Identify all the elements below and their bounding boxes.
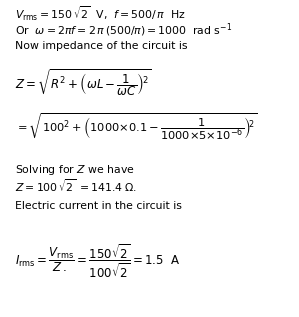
Text: $Z = \sqrt{R^{2} + \left(\omega L - \dfrac{1}{\omega C}\right)^{\!2}}$: $Z = \sqrt{R^{2} + \left(\omega L - \dfr… [15,67,151,98]
Text: $Z = 100\,\sqrt{2}\; = 141.4\;\Omega$.: $Z = 100\,\sqrt{2}\; = 141.4\;\Omega$. [15,177,137,194]
Text: Electric current in the circuit is: Electric current in the circuit is [15,201,182,211]
Text: $= \sqrt{100^{2} + \left(1000{\times}0.1 - \dfrac{1}{1000{\times}5{\times}10^{-6: $= \sqrt{100^{2} + \left(1000{\times}0.1… [15,112,258,142]
Text: $V_{\mathrm{rms}} = 150\,\sqrt{2}$  V,  $f = 500/\, \pi$  Hz: $V_{\mathrm{rms}} = 150\,\sqrt{2}$ V, $f… [15,5,186,23]
Text: Now impedance of the circuit is: Now impedance of the circuit is [15,41,187,51]
Text: Solving for $Z$ we have: Solving for $Z$ we have [15,163,135,177]
Text: Or  $\omega = 2\pi f = 2\,\pi\,(500/\pi) = 1000$  rad s$^{-1}$: Or $\omega = 2\pi f = 2\,\pi\,(500/\pi) … [15,21,232,39]
Text: $I_{\mathrm{rms}} = \dfrac{V_{\mathrm{rms}}}{Z\,.} = \dfrac{150\sqrt{2}}{100\sqr: $I_{\mathrm{rms}} = \dfrac{V_{\mathrm{rm… [15,243,181,280]
